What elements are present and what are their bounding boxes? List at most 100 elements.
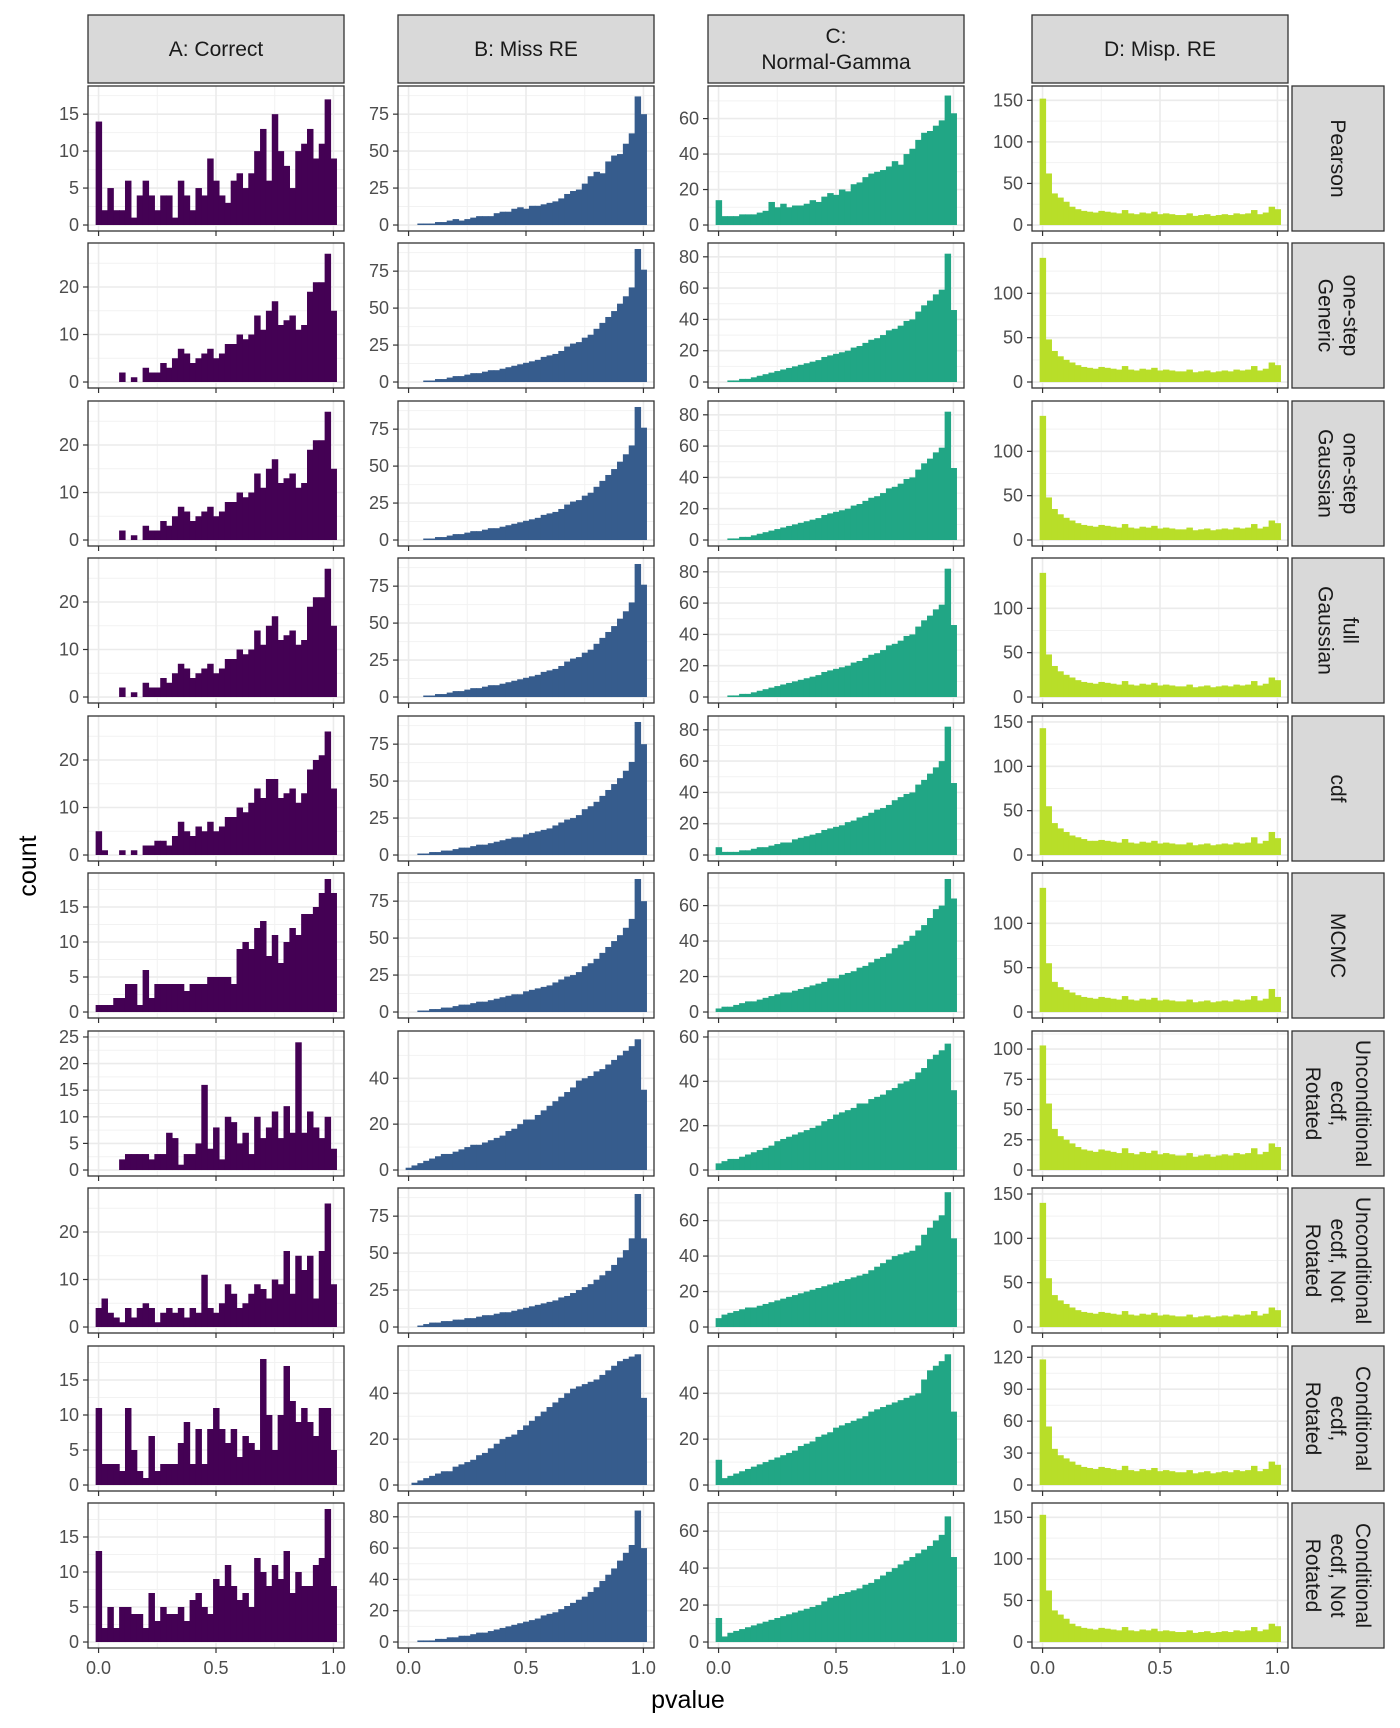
y-tick-label: 40 [679, 1246, 699, 1266]
histogram-bar [750, 214, 758, 226]
histogram-bar [862, 1416, 869, 1486]
histogram-bar [511, 208, 518, 226]
y-tick-label: 20 [59, 750, 79, 770]
histogram-bar [833, 1427, 840, 1486]
histogram-bar [130, 377, 138, 383]
histogram-bar [815, 1436, 822, 1486]
histogram-bar [307, 1422, 314, 1486]
histogram-bar [797, 1293, 805, 1328]
y-tick-label: 50 [369, 613, 389, 633]
y-tick-label: 75 [369, 734, 389, 754]
histogram-bar [452, 1151, 460, 1171]
histogram-bar [744, 693, 752, 698]
histogram-bar [622, 454, 630, 541]
y-tick-label: 20 [679, 1429, 699, 1449]
histogram-bar [171, 1312, 179, 1328]
histogram-bar [552, 1612, 559, 1643]
histogram-bar [921, 1379, 928, 1486]
histogram-bar [599, 1275, 606, 1328]
histogram-bar [1174, 686, 1182, 698]
histogram-bar [570, 975, 577, 1013]
histogram-bar [458, 1004, 465, 1013]
histogram-bar [786, 367, 793, 383]
histogram-bar [744, 378, 752, 383]
histogram-bar [850, 971, 858, 1013]
histogram-bar [324, 731, 332, 856]
histogram-bar [119, 1322, 126, 1328]
histogram-bar [564, 193, 571, 226]
histogram-bar [523, 1119, 530, 1171]
histogram-bar [1239, 214, 1246, 226]
histogram-bar [821, 1601, 828, 1643]
row-strip [1291, 1345, 1385, 1492]
histogram-bar [505, 995, 512, 1013]
panel-border [87, 557, 345, 704]
y-tick-label: 20 [369, 1429, 389, 1449]
histogram-bar [160, 1464, 167, 1486]
histogram-bar [756, 999, 764, 1013]
histogram-bar [1157, 1471, 1164, 1486]
histogram-bar [417, 1163, 424, 1171]
y-tick-label: 100 [993, 441, 1023, 461]
panel-border [1031, 1345, 1289, 1492]
histogram-bar [921, 1549, 928, 1643]
histogram-bar [605, 316, 612, 383]
histogram-bar [254, 1557, 261, 1643]
histogram-bar [528, 676, 536, 698]
histogram-bar [727, 1312, 734, 1328]
histogram-bar [271, 459, 279, 541]
histogram-bar [528, 205, 536, 226]
histogram-bar [1221, 214, 1229, 226]
panel-border [87, 400, 345, 547]
histogram-bar [330, 625, 337, 698]
histogram-bar [1180, 844, 1188, 856]
histogram-bar [844, 665, 852, 698]
histogram-bar [611, 626, 618, 698]
histogram-bar [733, 216, 740, 226]
y-tick-label: 75 [369, 576, 389, 596]
histogram-bar [1121, 839, 1129, 856]
histogram-bar [791, 524, 799, 541]
histogram-bar [487, 216, 495, 226]
histogram-bar [1227, 686, 1234, 698]
histogram-bar [756, 212, 764, 226]
column-strip-label: Normal-Gamma [761, 51, 911, 74]
histogram-bar [517, 207, 524, 226]
histogram-bar [1186, 1314, 1193, 1328]
histogram-bar [750, 1001, 758, 1013]
histogram-bar [1245, 999, 1252, 1013]
histogram-bar [218, 826, 226, 856]
histogram-bar [1127, 213, 1135, 226]
histogram-bar [891, 1256, 899, 1328]
histogram-bar [481, 1452, 489, 1486]
y-tick-label: 50 [369, 298, 389, 318]
histogram-bar [1127, 684, 1135, 698]
histogram-bar [1139, 212, 1146, 226]
histogram-bar [622, 611, 630, 698]
histogram-bar [1268, 206, 1276, 226]
histogram-bar [289, 188, 296, 226]
histogram-bar [1104, 682, 1111, 698]
histogram-bar [575, 972, 583, 1013]
histogram-bar [803, 363, 811, 383]
y-tick-label: 15 [59, 104, 79, 124]
histogram-bar [242, 1593, 249, 1643]
y-tick-label: 20 [59, 277, 79, 297]
histogram-bar [856, 661, 864, 698]
histogram-bar [780, 1298, 787, 1328]
histogram-bar [944, 95, 952, 226]
histogram-bar [558, 198, 565, 226]
histogram-bar [248, 802, 255, 856]
histogram-bar [271, 1279, 279, 1328]
histogram-bar [750, 1466, 758, 1486]
histogram-bar [523, 677, 530, 698]
histogram-bar [1239, 843, 1246, 856]
histogram-bar [546, 670, 554, 698]
y-tick-label: 50 [1003, 1100, 1023, 1120]
histogram-bar [903, 1252, 910, 1328]
y-tick-label: 15 [59, 1527, 79, 1547]
